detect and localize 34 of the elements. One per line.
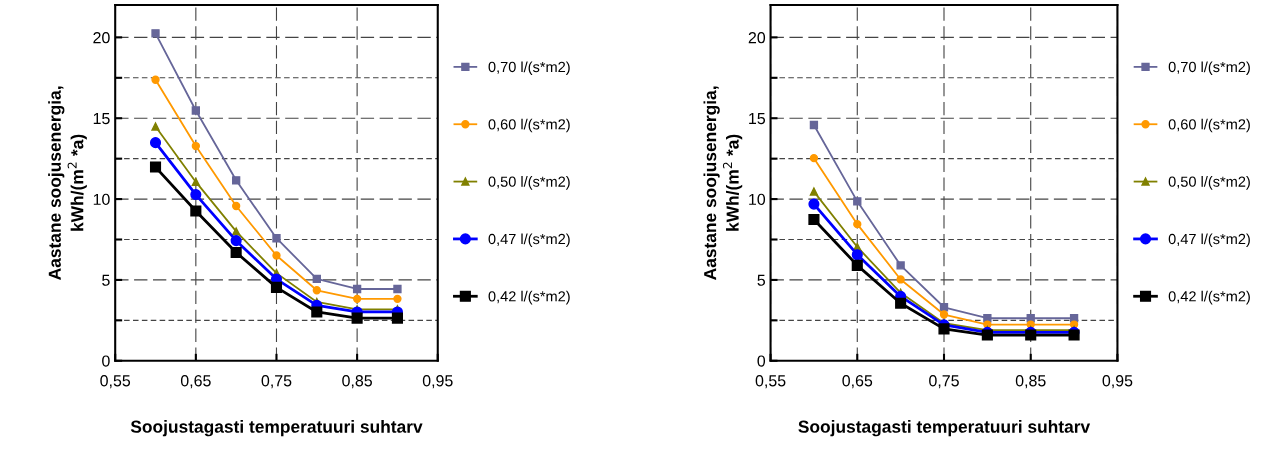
legend-label: 0,60 l/(s*m2) — [488, 118, 570, 133]
y-tick-label: 5 — [102, 274, 110, 286]
legend-label: 0,50 l/(s*m2) — [1168, 176, 1250, 190]
y-tick-label: 10 — [93, 193, 110, 206]
legend-label: 0,50 l/(s*m2) — [488, 176, 570, 190]
x-tick-label: 0,75 — [261, 375, 292, 389]
x-tick-label: 0,75 — [929, 375, 959, 389]
legend-label: 0,42 l/(s*m2) — [488, 290, 570, 305]
x-tick-label: 0,85 — [342, 375, 372, 389]
y-tick-label: 5 — [757, 274, 766, 286]
x-tick-label: 0,95 — [1102, 375, 1133, 389]
y-tick-label: 20 — [748, 32, 766, 44]
x-tick-label: 0,65 — [842, 375, 873, 389]
y-tick-label: 0 — [102, 355, 110, 367]
y-tick-label: 0 — [757, 355, 766, 367]
x-tick-label: 0,95 — [422, 375, 453, 389]
x-axis-title: Soojustagasti temperatuuri suhtarv — [130, 420, 423, 437]
x-tick-label: 0,85 — [1015, 375, 1046, 389]
x-tick-label: 0,65 — [180, 375, 211, 389]
legend-label: 0,70 l/(s*m2) — [1168, 61, 1250, 76]
y-tick-label: 15 — [749, 113, 766, 125]
legend-label: 0,47 l/(s*m2) — [1168, 233, 1250, 248]
y-tick-label: 15 — [93, 113, 110, 125]
legend-label: 0,47 l/(s*m2) — [488, 233, 570, 248]
y-axis-title: Aastane soojusenergia, kWh/(m$^{2}$ *a) — [48, 86, 87, 280]
legend-label: 0,70 l/(s*m2) — [488, 61, 570, 76]
legend-label: 0,42 l/(s*m2) — [1168, 290, 1250, 305]
y-tick-label: 10 — [749, 193, 766, 206]
legend-label: 0,60 l/(s*m2) — [1168, 118, 1250, 133]
y-tick-label: 20 — [93, 32, 110, 44]
x-tick-label: 0,55 — [755, 375, 786, 389]
x-tick-label: 0,55 — [100, 375, 131, 389]
x-axis-title: Soojustagasti temperatuuri suhtarv — [798, 420, 1091, 437]
y-axis-title: Aastane soojusenergia, kWh/(m$^{2}$ *a) — [703, 86, 743, 280]
